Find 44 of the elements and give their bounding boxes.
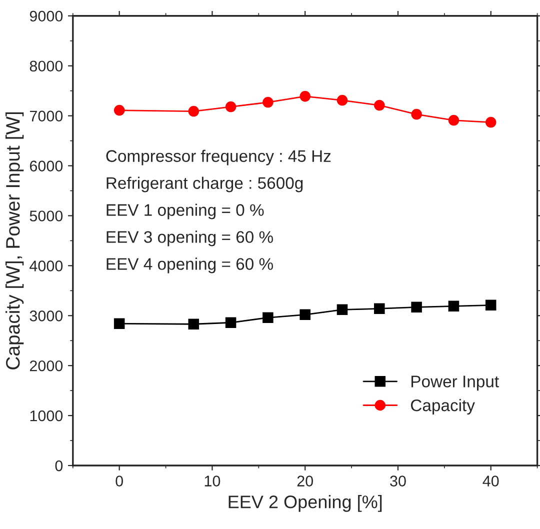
annotation: EEV 3 opening = 60 % (106, 230, 273, 246)
x-tick-label: 30 (390, 476, 406, 486)
point (300, 309, 310, 320)
y-tick-label: 4000 (30, 260, 63, 272)
point (448, 300, 460, 312)
annotation: Refrigerant charge : 5600g (106, 176, 303, 192)
point (336, 94, 348, 106)
legend-label: Power Input (412, 376, 499, 391)
y-tick-label: 6000 (30, 160, 63, 172)
point (374, 100, 385, 111)
point (336, 304, 348, 316)
point (485, 300, 496, 311)
y-tick-label: 5000 (30, 210, 63, 222)
y-axis-title: Capacity [W], Power Input [W] (6, 112, 24, 370)
point (225, 317, 236, 328)
x-tick-label: 10 (204, 476, 220, 486)
x-axis-title: EEV 2 Opening [%] (228, 495, 382, 512)
point (411, 302, 422, 313)
point (225, 101, 236, 112)
y-tick-label: 2000 (30, 360, 63, 372)
annotation: EEV 4 opening = 60 % (106, 258, 273, 274)
annotation: EEV 1 opening = 0 % (106, 204, 264, 220)
x-tick-label: 40 (482, 476, 499, 486)
annotation: Compressor frequency : 45 Hz (106, 150, 331, 166)
y-tick-label: 7000 (30, 110, 63, 122)
point (485, 116, 496, 128)
point (262, 96, 274, 108)
point (374, 303, 385, 314)
point (411, 108, 422, 120)
y-tick-label: 8000 (30, 60, 63, 72)
point (188, 318, 200, 330)
point (448, 114, 460, 126)
y-tick-label: 9000 (30, 10, 63, 22)
y-tick-label: 1000 (30, 410, 63, 422)
point (262, 312, 274, 324)
x-tick-label: 0 (116, 476, 123, 486)
point (114, 318, 125, 330)
point (188, 106, 200, 117)
y-tick-label: 3000 (30, 310, 63, 322)
legend-label: Capacity (410, 399, 475, 415)
x-tick-label: 20 (297, 476, 313, 486)
point (114, 104, 125, 116)
point (300, 90, 310, 102)
y-tick-label: 0 (55, 460, 63, 472)
